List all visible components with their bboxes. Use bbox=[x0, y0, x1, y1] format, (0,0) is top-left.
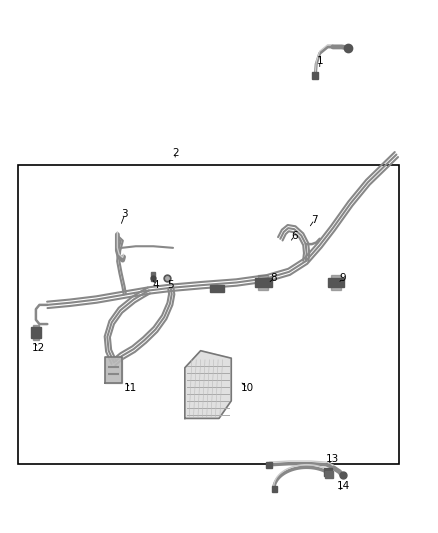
Text: 10: 10 bbox=[241, 383, 254, 393]
Text: 9: 9 bbox=[339, 273, 346, 283]
Text: 6: 6 bbox=[291, 231, 298, 240]
Text: 4: 4 bbox=[152, 280, 159, 290]
Bar bbox=[325, 471, 333, 478]
Bar bbox=[255, 278, 272, 287]
Text: 1: 1 bbox=[316, 56, 323, 66]
Text: 2: 2 bbox=[172, 148, 179, 158]
Bar bbox=[33, 325, 39, 340]
Text: 7: 7 bbox=[311, 215, 318, 224]
Text: 3: 3 bbox=[121, 209, 128, 219]
Bar bbox=[18, 165, 399, 464]
Text: 5: 5 bbox=[167, 280, 174, 290]
Bar bbox=[31, 327, 41, 338]
Text: 14: 14 bbox=[337, 481, 350, 491]
Bar bbox=[328, 278, 344, 287]
Text: 8: 8 bbox=[270, 273, 277, 283]
Bar bbox=[105, 357, 122, 383]
Bar bbox=[266, 462, 272, 468]
Polygon shape bbox=[185, 351, 231, 418]
Text: 12: 12 bbox=[32, 343, 45, 352]
Text: 13: 13 bbox=[326, 455, 339, 464]
Bar bbox=[312, 72, 318, 79]
Text: 11: 11 bbox=[124, 383, 137, 393]
Bar bbox=[272, 486, 277, 492]
Bar bbox=[151, 272, 155, 281]
Bar bbox=[210, 285, 224, 292]
Bar bbox=[331, 275, 341, 290]
Bar bbox=[258, 275, 268, 290]
